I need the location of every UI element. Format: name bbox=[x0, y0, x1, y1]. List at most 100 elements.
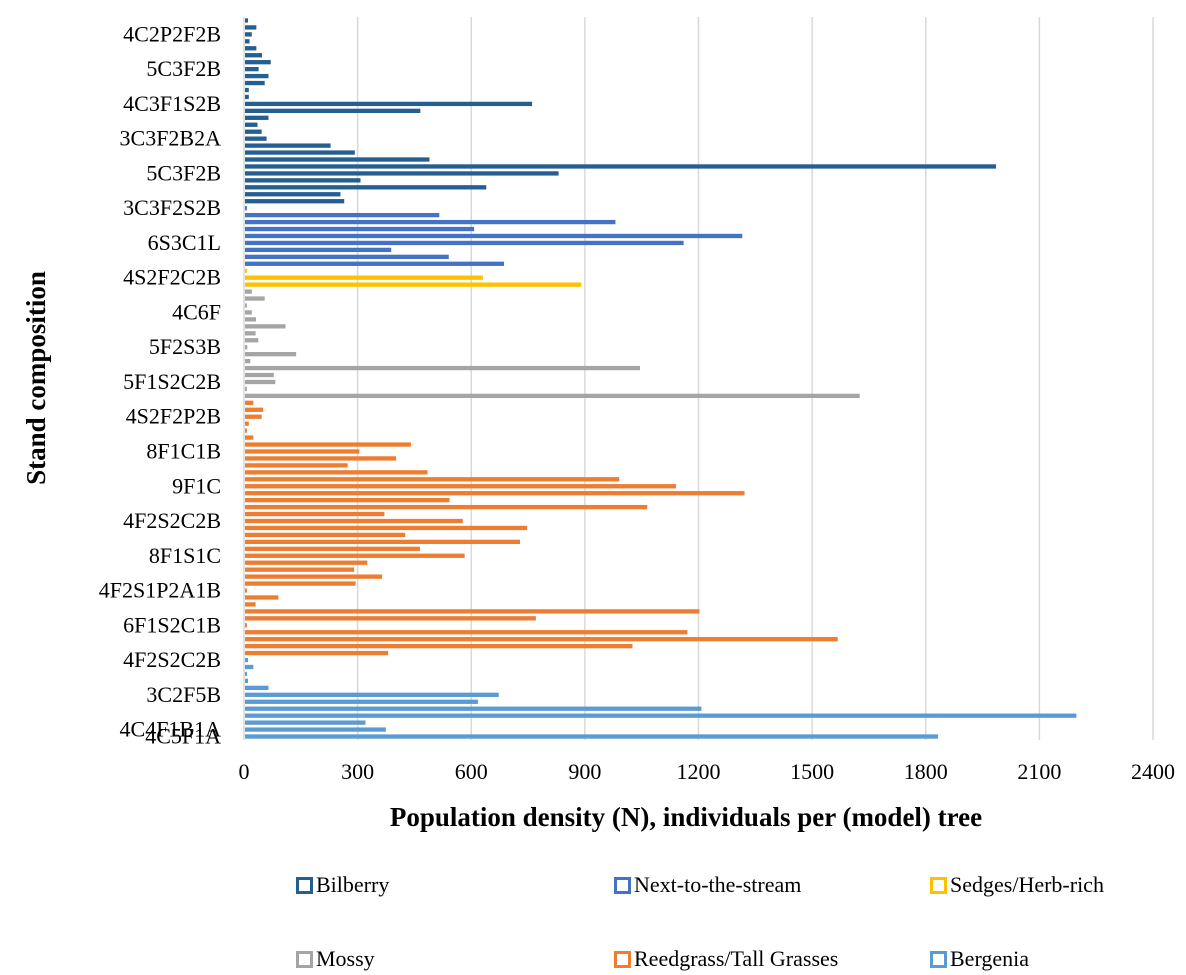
bar bbox=[245, 720, 366, 725]
bar bbox=[245, 39, 250, 44]
bar bbox=[245, 87, 249, 93]
bar bbox=[245, 407, 264, 412]
bar bbox=[245, 247, 392, 253]
bar bbox=[245, 178, 361, 183]
x-tick-label: 300 bbox=[341, 759, 374, 784]
bar bbox=[245, 532, 406, 538]
bar bbox=[245, 136, 267, 141]
x-tick-label: 0 bbox=[239, 759, 250, 784]
y-category-label: 3C3F2B2A bbox=[120, 126, 222, 151]
bar bbox=[245, 678, 249, 684]
bar bbox=[245, 296, 265, 301]
bar bbox=[245, 53, 263, 58]
y-axis-title: Stand composition bbox=[21, 271, 51, 485]
y-category-label: 4C5F1A bbox=[145, 724, 221, 749]
bar bbox=[245, 171, 559, 176]
bar bbox=[245, 268, 247, 273]
bar bbox=[245, 477, 620, 482]
bar bbox=[245, 463, 348, 468]
x-tick-label: 600 bbox=[455, 759, 488, 784]
bar bbox=[245, 185, 487, 190]
bar bbox=[245, 574, 383, 579]
bar bbox=[245, 484, 677, 489]
bar bbox=[245, 94, 249, 100]
bar bbox=[245, 143, 331, 148]
bar bbox=[245, 164, 997, 169]
bar bbox=[245, 324, 286, 329]
bar bbox=[245, 365, 641, 371]
bar bbox=[245, 428, 247, 433]
bar bbox=[245, 331, 256, 336]
x-tick-label: 1800 bbox=[904, 759, 948, 784]
y-category-label: 5C3F2B bbox=[146, 160, 221, 185]
x-tick-label: 900 bbox=[568, 759, 601, 784]
bar bbox=[245, 692, 499, 697]
bar bbox=[245, 581, 356, 586]
bar bbox=[245, 706, 702, 711]
bar bbox=[245, 435, 254, 440]
bar bbox=[245, 150, 355, 155]
bar bbox=[245, 560, 368, 565]
bar bbox=[245, 101, 533, 107]
bar bbox=[245, 352, 297, 357]
bar bbox=[245, 504, 648, 510]
y-category-label: 9F1C bbox=[172, 473, 221, 498]
bar bbox=[245, 338, 259, 343]
bar bbox=[245, 108, 421, 114]
bar bbox=[245, 491, 745, 496]
bar bbox=[245, 637, 838, 642]
bar bbox=[245, 616, 536, 621]
bar bbox=[245, 157, 430, 162]
bar bbox=[245, 393, 860, 399]
bar bbox=[245, 539, 520, 545]
bar bbox=[245, 289, 252, 294]
grid-lines bbox=[243, 17, 1154, 740]
bar bbox=[245, 219, 616, 225]
y-category-label: 3C3F2S2B bbox=[123, 195, 221, 220]
bar bbox=[245, 199, 345, 204]
bar bbox=[245, 671, 247, 677]
x-tick-labels: 0 300 600 900 1200 1500 1800 2100 2400 bbox=[239, 759, 1176, 784]
bar bbox=[245, 32, 252, 37]
bar bbox=[245, 421, 249, 426]
bar bbox=[245, 212, 440, 218]
bar bbox=[245, 46, 257, 51]
y-category-label: 6F1S2C1B bbox=[123, 612, 221, 637]
bar bbox=[245, 66, 259, 72]
y-category-label: 4C3F1S2B bbox=[123, 91, 221, 116]
y-category-label: 4S2F2C2B bbox=[123, 265, 221, 290]
y-category-label: 4S2F2P2B bbox=[126, 404, 221, 429]
y-category-label: 4F2S1P2A1B bbox=[99, 578, 221, 603]
bar bbox=[245, 518, 463, 524]
bar bbox=[245, 734, 939, 739]
y-category-label: 5C3F2B bbox=[146, 56, 221, 81]
bar bbox=[245, 25, 257, 30]
bar bbox=[245, 358, 251, 364]
bar bbox=[245, 240, 684, 246]
y-category-label: 4F2S2C2B bbox=[123, 508, 221, 533]
bar bbox=[245, 449, 360, 454]
bar bbox=[245, 657, 249, 663]
bar bbox=[245, 685, 269, 691]
bar bbox=[245, 206, 247, 211]
bar bbox=[245, 727, 386, 732]
bar bbox=[245, 650, 389, 656]
bar bbox=[245, 498, 450, 503]
y-category-label: 8F1S1C bbox=[149, 543, 221, 568]
bar bbox=[245, 386, 247, 392]
bar bbox=[245, 60, 271, 65]
y-category-label: 4C6F bbox=[172, 299, 221, 324]
x-tick-label: 1200 bbox=[677, 759, 721, 784]
x-tick-label: 2100 bbox=[1017, 759, 1061, 784]
y-category-label: 4F2S2C2B bbox=[123, 647, 221, 672]
y-category-label: 3C2F5B bbox=[146, 682, 221, 707]
bar bbox=[245, 372, 274, 378]
bar bbox=[245, 73, 269, 79]
bar bbox=[245, 567, 355, 572]
bar bbox=[245, 664, 254, 670]
bar bbox=[245, 275, 483, 280]
bar bbox=[245, 129, 262, 134]
bar bbox=[245, 553, 465, 558]
x-tick-label: 1500 bbox=[790, 759, 834, 784]
